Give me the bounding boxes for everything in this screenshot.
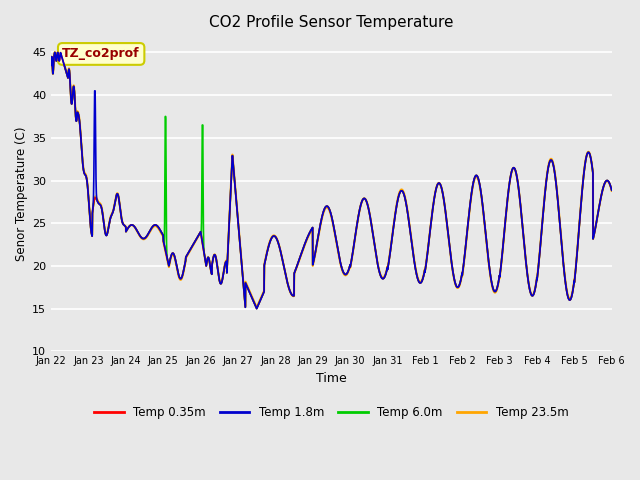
X-axis label: Time: Time <box>316 372 347 385</box>
Text: TZ_co2prof: TZ_co2prof <box>62 48 140 60</box>
Y-axis label: Senor Temperature (C): Senor Temperature (C) <box>15 126 28 261</box>
Legend: Temp 0.35m, Temp 1.8m, Temp 6.0m, Temp 23.5m: Temp 0.35m, Temp 1.8m, Temp 6.0m, Temp 2… <box>90 401 573 424</box>
Title: CO2 Profile Sensor Temperature: CO2 Profile Sensor Temperature <box>209 15 454 30</box>
